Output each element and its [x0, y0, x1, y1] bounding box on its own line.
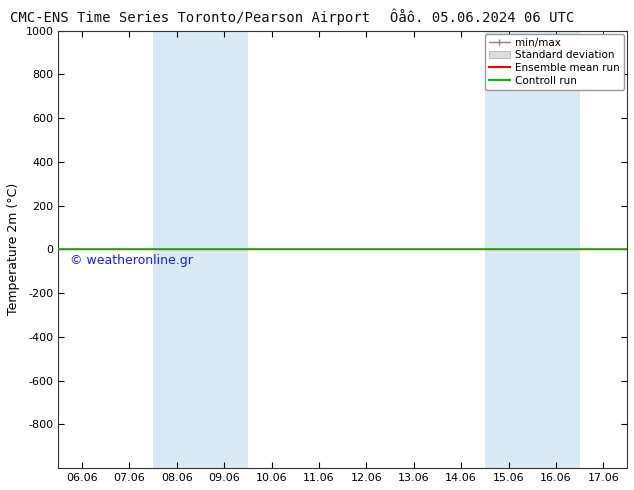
Text: Ôåô. 05.06.2024 06 UTC: Ôåô. 05.06.2024 06 UTC — [390, 11, 574, 25]
Text: © weatheronline.gr: © weatheronline.gr — [70, 254, 193, 267]
Bar — [153, 30, 248, 468]
Text: CMC-ENS Time Series Toronto/Pearson Airport: CMC-ENS Time Series Toronto/Pearson Airp… — [10, 11, 370, 25]
Bar — [485, 30, 579, 468]
Legend: min/max, Standard deviation, Ensemble mean run, Controll run: min/max, Standard deviation, Ensemble me… — [485, 34, 624, 90]
Y-axis label: Temperature 2m (°C): Temperature 2m (°C) — [7, 183, 20, 316]
